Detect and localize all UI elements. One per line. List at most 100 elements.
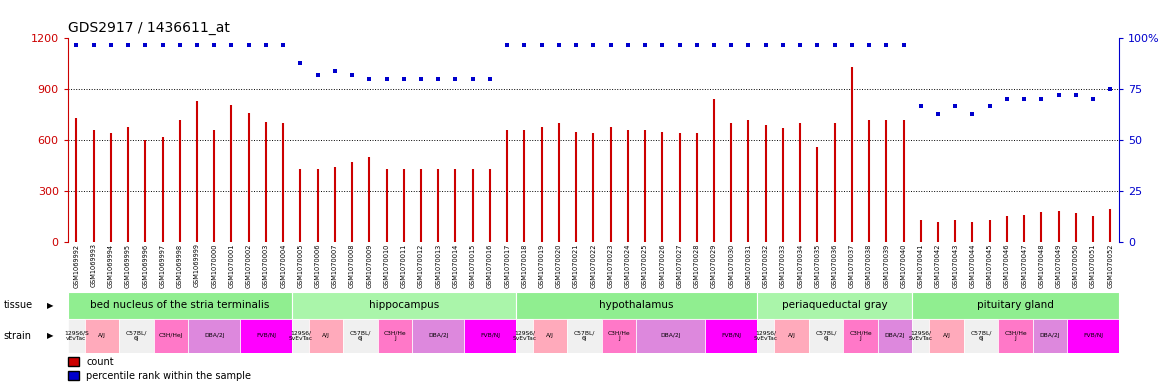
Text: GSM1070008: GSM1070008 (349, 243, 355, 288)
Text: 129S6/S
vEvTac: 129S6/S vEvTac (64, 331, 89, 341)
Point (84, 41, 103, 48)
Point (670, 41, 689, 48)
Point (980, 103, 999, 109)
Text: C57BL/
6J: C57BL/ 6J (573, 331, 596, 341)
Bar (637, 319, 705, 353)
Text: percentile rank within the sample: percentile rank within the sample (86, 371, 251, 381)
Text: GSM1070040: GSM1070040 (901, 243, 906, 288)
Text: GSM1070041: GSM1070041 (918, 243, 924, 288)
Bar (292, 292, 516, 319)
Text: C57BL/
6J: C57BL/ 6J (815, 331, 836, 341)
Text: GSM1070034: GSM1070034 (797, 243, 804, 288)
Text: GSM1070046: GSM1070046 (1004, 243, 1010, 288)
Text: A/J: A/J (322, 333, 331, 339)
Text: tissue: tissue (4, 300, 33, 310)
Point (377, 76, 396, 82)
Text: GSM1069993: GSM1069993 (91, 243, 97, 287)
Point (308, 72, 327, 78)
Point (619, 41, 638, 48)
Text: ▶: ▶ (47, 331, 54, 341)
Point (446, 76, 465, 82)
Text: ▶: ▶ (47, 301, 54, 310)
Point (997, 96, 1016, 103)
Text: GSM1070037: GSM1070037 (849, 243, 855, 288)
Point (722, 41, 741, 48)
Bar (774, 319, 808, 353)
Bar (757, 319, 774, 353)
Point (257, 41, 276, 48)
Text: GSM1070017: GSM1070017 (505, 243, 510, 288)
Point (895, 41, 913, 48)
Point (135, 41, 154, 48)
Bar (877, 319, 912, 353)
Text: GSM1070036: GSM1070036 (832, 243, 837, 288)
Bar (188, 319, 241, 353)
Text: 129S6/
SvEvTac: 129S6/ SvEvTac (753, 331, 778, 341)
Point (1101, 86, 1120, 93)
Point (153, 41, 172, 48)
Text: GSM1070023: GSM1070023 (607, 243, 613, 288)
Point (464, 76, 482, 82)
Text: GSM1070002: GSM1070002 (245, 243, 251, 288)
Point (584, 41, 603, 48)
Point (342, 72, 361, 78)
Bar (912, 319, 930, 353)
Bar (241, 319, 292, 353)
Text: GSM1070022: GSM1070022 (590, 243, 597, 288)
Bar (1068, 319, 1119, 353)
Text: DBA/2J: DBA/2J (427, 333, 449, 339)
Text: GSM1070052: GSM1070052 (1107, 243, 1113, 288)
Text: GSM1070005: GSM1070005 (298, 243, 304, 288)
Point (929, 111, 947, 117)
Text: A/J: A/J (943, 333, 951, 339)
Point (549, 41, 568, 48)
Text: C3H/He
J: C3H/He J (384, 331, 406, 341)
Point (688, 41, 707, 48)
Point (566, 41, 585, 48)
Text: GSM1070012: GSM1070012 (418, 243, 424, 288)
Point (102, 41, 120, 48)
Text: C57BL/
6J: C57BL/ 6J (350, 331, 371, 341)
Bar (568, 319, 602, 353)
Text: GSM1070010: GSM1070010 (383, 243, 390, 288)
Bar (310, 319, 343, 353)
Text: GSM1070049: GSM1070049 (1056, 243, 1062, 288)
Text: FVB/NJ: FVB/NJ (480, 333, 500, 339)
Point (860, 41, 878, 48)
Point (515, 41, 534, 48)
Point (395, 76, 413, 82)
Text: GSM1070011: GSM1070011 (401, 243, 406, 288)
Point (739, 41, 758, 48)
Point (204, 41, 223, 48)
Point (1084, 96, 1103, 103)
Text: GSM1070021: GSM1070021 (573, 243, 579, 288)
Point (602, 41, 620, 48)
Text: bed nucleus of the stria terminalis: bed nucleus of the stria terminalis (90, 300, 270, 310)
Point (273, 41, 292, 48)
Text: GSM1070044: GSM1070044 (969, 243, 975, 288)
Text: GSM1070039: GSM1070039 (883, 243, 889, 288)
Point (498, 41, 516, 48)
Bar (1033, 319, 1068, 353)
Text: GSM1070014: GSM1070014 (452, 243, 459, 288)
Bar (808, 319, 843, 353)
Text: DBA/2J: DBA/2J (884, 333, 905, 339)
Bar (378, 319, 412, 353)
Text: GSM1070027: GSM1070027 (676, 243, 682, 288)
Text: C3H/He
J: C3H/He J (849, 331, 871, 341)
Text: GSM1070007: GSM1070007 (332, 243, 338, 288)
Text: DBA/2J: DBA/2J (661, 333, 681, 339)
Bar (516, 292, 757, 319)
Text: GSM1070028: GSM1070028 (694, 243, 700, 288)
Bar (964, 319, 999, 353)
Text: GSM1070051: GSM1070051 (1090, 243, 1096, 288)
Text: C3H/HeJ: C3H/HeJ (159, 333, 183, 339)
Text: GSM1070015: GSM1070015 (470, 243, 475, 288)
Text: GSM1070050: GSM1070050 (1073, 243, 1079, 288)
Point (1066, 92, 1085, 98)
Text: DBA/2J: DBA/2J (204, 333, 224, 339)
Text: strain: strain (4, 331, 32, 341)
Text: hippocampus: hippocampus (369, 300, 439, 310)
Text: C3H/He
J: C3H/He J (607, 331, 631, 341)
Bar (999, 319, 1033, 353)
